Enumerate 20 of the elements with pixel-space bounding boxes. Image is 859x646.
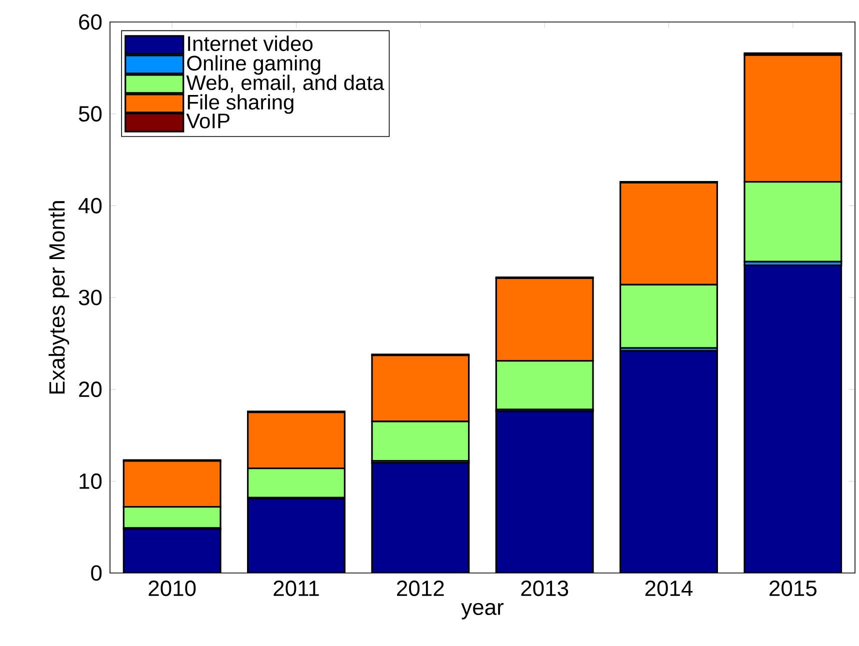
legend-label: File sharing xyxy=(188,94,294,114)
y-axis-title: Exabytes per Month xyxy=(48,201,70,394)
legend-label: VoIP xyxy=(186,114,230,128)
x-tick-label: 2011 xyxy=(274,580,319,596)
y-tick-label: 50 xyxy=(78,106,102,122)
x-tick-label: 2010 xyxy=(148,580,196,596)
x-axis-title: year xyxy=(461,602,504,620)
y-tick-label: 10 xyxy=(80,473,102,489)
y-tick-label: 40 xyxy=(78,198,102,214)
y-tick-label: 60 xyxy=(79,14,102,30)
legend-label: Internet video xyxy=(188,36,313,52)
y-tick-label: 20 xyxy=(79,382,102,398)
x-tick-label: 2013 xyxy=(521,580,568,596)
legend-label: Online gaming xyxy=(187,55,320,75)
y-tick-label: 30 xyxy=(78,290,102,306)
x-tick-label: 2014 xyxy=(645,580,693,596)
y-tick-label: 0 xyxy=(91,565,102,581)
x-tick-label: 2012 xyxy=(397,580,444,596)
legend-label: Web, email, and data xyxy=(186,74,384,93)
x-tick-label: 2015 xyxy=(770,580,816,596)
